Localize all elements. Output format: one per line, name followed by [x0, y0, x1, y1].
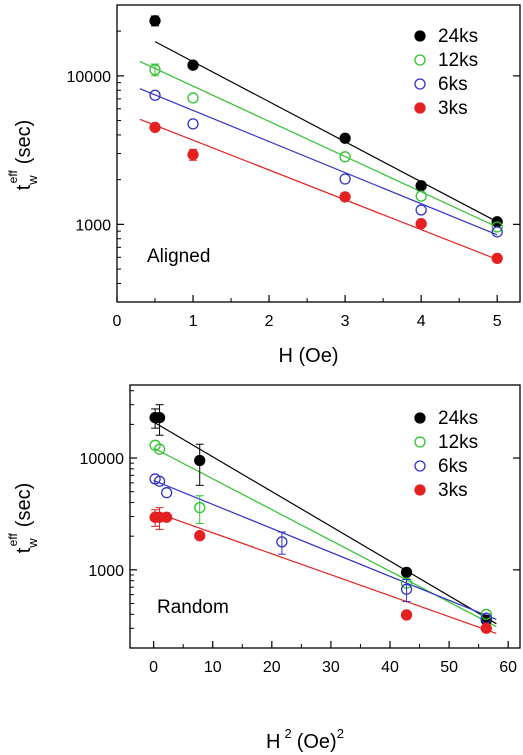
data-point-24ks — [400, 566, 413, 578]
fit-line-24ks — [153, 421, 497, 625]
x-tick-label: 30 — [322, 659, 340, 676]
data-point-3ks — [400, 609, 413, 621]
fit-line-6ks — [139, 88, 498, 236]
legend-marker-6ks — [414, 78, 426, 90]
x-tick-label: 5 — [493, 313, 502, 330]
data-point-12ks — [153, 443, 166, 455]
fit-line-12ks — [139, 60, 498, 228]
x-axis-label: H (Oe) — [279, 345, 339, 367]
y-tick-label: 10000 — [80, 451, 125, 468]
data-point-6ks — [187, 118, 199, 130]
y-axis-label-sub: w — [25, 538, 40, 549]
x-tick-label: 50 — [440, 659, 458, 676]
data-point-24ks — [415, 180, 427, 192]
x-tick-label: 2 — [265, 313, 274, 330]
y-axis-label-base: t — [13, 547, 35, 553]
y-axis-label: tweff (sec) — [6, 483, 40, 554]
x-axis-label-sup: 2 — [284, 726, 291, 741]
data-point-24ks — [149, 15, 161, 27]
x-tick-label: 40 — [381, 659, 399, 676]
y-tick-label: 10000 — [67, 69, 112, 86]
legend-label: 24ks — [438, 26, 478, 47]
data-point-24ks — [187, 59, 199, 71]
legend-marker-12ks — [414, 54, 426, 66]
legend-marker-24ks — [414, 412, 426, 424]
data-point-12ks — [194, 501, 206, 514]
data-point-3ks — [415, 218, 427, 230]
x-tick-label: 3 — [341, 313, 350, 330]
data-point-12ks — [480, 608, 492, 620]
y-axis-label: tweff (sec) — [6, 120, 40, 191]
panel-annotation: Random — [157, 597, 229, 618]
y-axis-label-base: t — [13, 184, 35, 190]
data-point-6ks — [149, 89, 161, 101]
fit-line-6ks — [153, 479, 497, 621]
data-point-12ks — [187, 92, 199, 104]
data-point-6ks — [491, 226, 503, 238]
x-tick-label: 60 — [499, 659, 517, 676]
data-point-3ks — [160, 511, 173, 523]
data-point-24ks — [153, 411, 166, 424]
x-tick-label: 0 — [113, 313, 122, 330]
fit-line-3ks — [153, 511, 497, 634]
legend-label: 12ks — [438, 50, 478, 71]
x-axis-label: H 2 (Oe)2 — [266, 726, 344, 753]
y-axis-label-sub: w — [25, 175, 40, 186]
legend-label: 6ks — [438, 74, 468, 95]
data-point-24ks — [194, 454, 206, 467]
y-axis-label-unit: (sec) — [13, 483, 35, 527]
data-point-6ks — [339, 173, 351, 185]
x-axis-label-unit-sup: 2 — [337, 726, 344, 741]
panel-aligned: 0 1 2 3 4 5 1000 10000 tweff (sec) H (Oe) Aligned 24… — [6, 4, 521, 367]
y-axis-label-sup: eff — [6, 533, 20, 547]
x-tick-label: 1 — [189, 313, 198, 330]
legend-marker-24ks — [414, 30, 426, 42]
data-point-3ks — [480, 622, 492, 634]
x-axis-label-base: H — [266, 731, 280, 753]
data-point-6ks — [160, 487, 173, 499]
data-point-6ks — [276, 536, 288, 548]
x-axis-label-unit: (Oe) — [297, 731, 337, 753]
x-tick-label: 4 — [417, 313, 426, 330]
legend-marker-3ks — [414, 484, 426, 496]
data-point-12ks — [149, 64, 161, 76]
y-axis-label-sup: eff — [6, 170, 20, 184]
data-point-12ks — [339, 151, 351, 163]
legend-marker-6ks — [414, 460, 426, 472]
data-point-12ks — [415, 190, 427, 202]
x-tick-label: 10 — [204, 659, 222, 676]
legend-marker-12ks — [414, 436, 426, 448]
data-point-6ks — [400, 583, 413, 595]
legend-marker-3ks — [414, 102, 426, 114]
data-point-6ks — [153, 475, 166, 487]
legend-label: 12ks — [438, 432, 478, 453]
x-tick-label: 0 — [149, 659, 158, 676]
fit-line-24ks — [154, 41, 498, 223]
data-point-24ks — [339, 132, 351, 144]
y-axis-label-unit: (sec) — [13, 120, 35, 164]
data-point-6ks — [415, 204, 427, 216]
data-point-12ks — [491, 221, 503, 233]
y-tick-label: 1000 — [88, 563, 124, 580]
data-point-3ks — [187, 148, 199, 161]
data-point-3ks — [194, 530, 206, 542]
legend-label: 3ks — [438, 480, 468, 501]
legend-label: 24ks — [438, 408, 478, 429]
legend-label: 3ks — [438, 98, 468, 119]
panel-annotation: Aligned — [147, 246, 210, 267]
data-point-3ks — [491, 252, 503, 265]
legend-label: 6ks — [438, 456, 468, 477]
x-tick-label: 20 — [263, 659, 281, 676]
fit-line-3ks — [139, 118, 498, 261]
data-point-3ks — [149, 121, 161, 134]
y-tick-label: 1000 — [75, 217, 111, 234]
data-point-3ks — [339, 191, 351, 203]
